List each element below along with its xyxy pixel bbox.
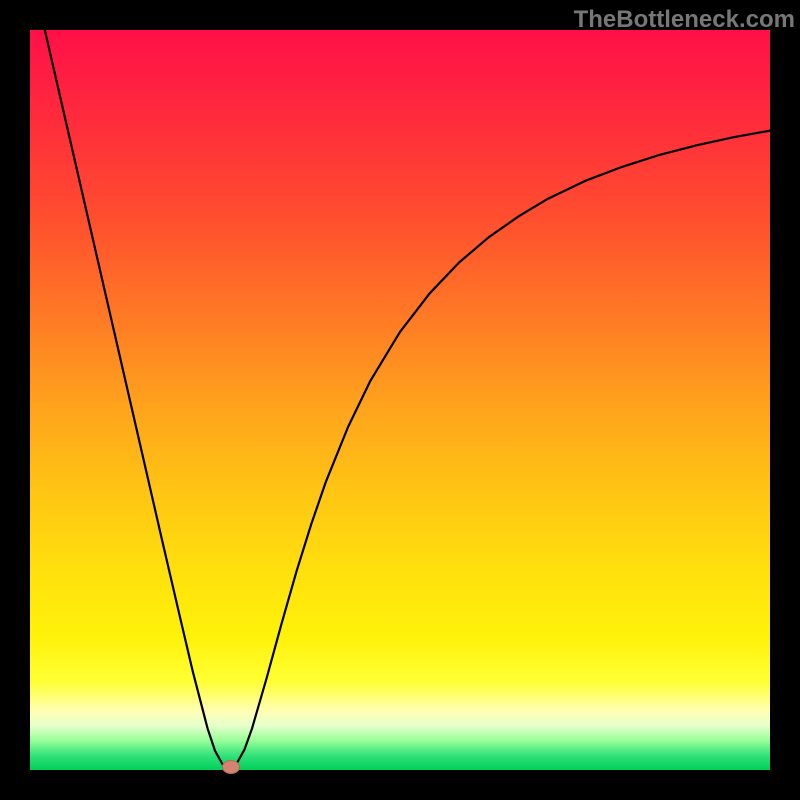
optimal-point-marker	[222, 760, 240, 774]
plot-area	[30, 30, 770, 770]
chart-root: TheBottleneck.com	[0, 0, 800, 800]
bottleneck-curve	[30, 30, 770, 770]
watermark-text: TheBottleneck.com	[574, 6, 795, 34]
